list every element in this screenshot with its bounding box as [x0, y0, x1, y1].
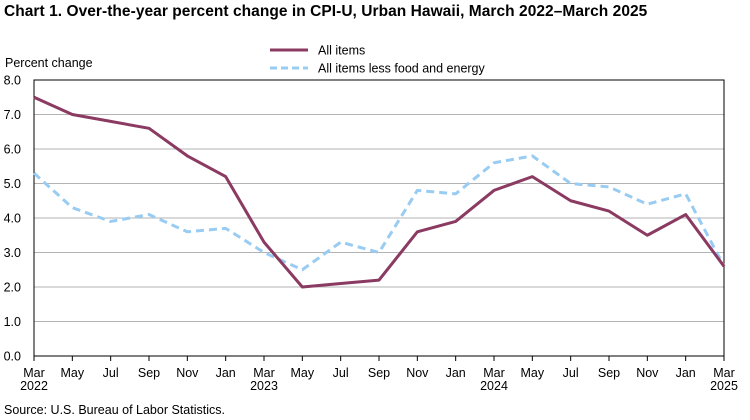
x-tick-label: Mar: [483, 366, 505, 380]
y-tick-label: 8.0: [4, 74, 21, 88]
x-tick-label: Jul: [103, 366, 119, 380]
x-tick-label: Mar: [253, 366, 275, 380]
x-tick-label: Mar: [713, 366, 735, 380]
x-tick-label: Jul: [333, 366, 349, 380]
y-tick-label: 6.0: [4, 143, 21, 157]
x-tick-label: Nov: [176, 366, 199, 380]
x-tick-label: Mar: [23, 366, 45, 380]
x-tick-year-label: 2024: [480, 379, 508, 393]
y-tick-label: 2.0: [4, 281, 21, 295]
legend: All items All items less food and energy: [270, 44, 486, 76]
chart-title: Chart 1. Over-the-year percent change in…: [4, 3, 648, 20]
gridlines: [34, 114, 724, 322]
series-line-all-items: [33, 95, 726, 289]
y-tick-label: 4.0: [4, 212, 21, 226]
y-tick-label: 5.0: [4, 177, 21, 191]
y-tick-label: 1.0: [4, 315, 21, 329]
x-tick-label: Sep: [598, 366, 620, 380]
x-tick-label: Sep: [138, 366, 160, 380]
y-tick-label: 3.0: [4, 246, 21, 260]
x-tick-year-label: 2022: [20, 379, 48, 393]
legend-label-all-items: All items: [318, 44, 365, 58]
source-note: Source: U.S. Bureau of Labor Statistics.: [4, 403, 225, 417]
x-tick-label: Jan: [216, 366, 236, 380]
x-tick-label: Nov: [406, 366, 429, 380]
series-line-all-items-less-food-and-energy: [32, 154, 726, 272]
x-tick-label: Jul: [563, 366, 579, 380]
x-tick-year-label: 2025: [710, 379, 738, 393]
y-tick-label: 7.0: [4, 108, 21, 122]
x-tick-label: May: [521, 366, 545, 380]
x-tick-label: Jan: [446, 366, 466, 380]
series-lines: [32, 95, 726, 289]
y-axis-label: Percent change: [5, 56, 93, 70]
x-tick-label: May: [61, 366, 85, 380]
x-tick-label: Sep: [368, 366, 390, 380]
x-tick-label: Nov: [636, 366, 659, 380]
x-tick-year-label: 2023: [250, 379, 278, 393]
legend-label-all-items-less-food-and-energy: All items less food and energy: [318, 62, 486, 76]
x-tick-label: Jan: [676, 366, 696, 380]
y-tick-label: 0.0: [4, 350, 21, 364]
x-tick-label: May: [291, 366, 315, 380]
